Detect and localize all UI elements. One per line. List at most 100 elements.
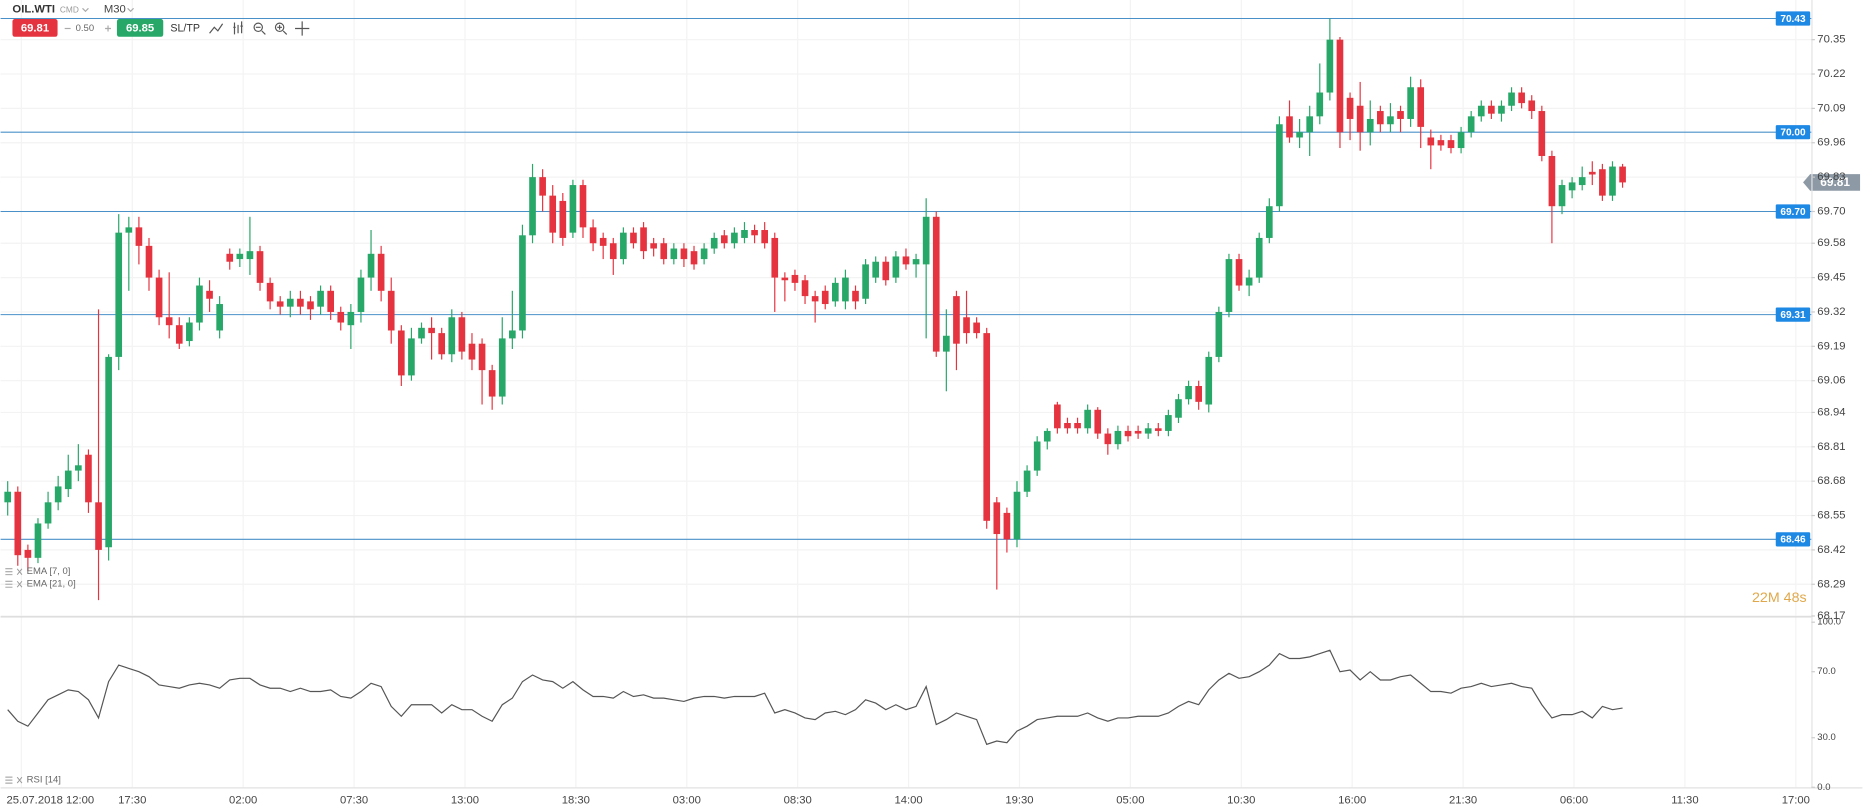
timeframe[interactable]: M30 [104,3,126,15]
candle-body [357,277,365,312]
candle-body [761,230,768,244]
candle-body [1205,356,1213,405]
candle-body [155,277,163,318]
price-level-label: 68.46 [1780,535,1806,546]
sltp-button[interactable]: SL/TP [170,22,200,34]
sell-button[interactable] [12,18,58,37]
candle-body [377,253,385,291]
candle-body [1588,171,1596,175]
y-tick-label: 69.96 [1817,137,1845,149]
candle-body [307,301,314,310]
indicator-icons[interactable] [5,580,23,588]
candle-body [771,237,779,278]
dropdown-icon[interactable] [127,7,134,13]
candle-body [448,317,456,355]
candle-body [791,274,799,283]
candle-body [1477,105,1485,117]
candle-body [64,470,72,490]
price-level-tag [1775,204,1811,219]
candle-body [1498,105,1505,114]
candle-body [1467,116,1475,133]
candle-body [801,280,809,297]
candle-body [1124,430,1132,437]
indicator-icons[interactable] [5,568,23,576]
candle-body [1215,311,1223,357]
candle-body [1104,433,1112,445]
buy-button[interactable] [116,18,164,37]
y-tick-label: 69.19 [1817,340,1845,352]
candle-body [14,491,22,556]
candle-body [943,335,950,352]
candle-body [1114,430,1122,445]
candle-body [286,298,294,307]
candle-body [196,285,203,323]
candle-body [539,177,546,196]
x-tick-label: 07:30 [340,794,368,806]
candle-body [680,248,688,260]
y-tick-label: 68.55 [1817,510,1845,522]
candle-body [1609,166,1616,196]
dropdown-icon[interactable] [82,7,89,13]
candle-body [630,232,637,244]
candle-body [922,216,930,265]
candle-body [226,253,234,262]
crosshair-icon[interactable] [295,21,310,36]
candle-body [1225,259,1233,312]
rsi-line [7,649,1623,746]
candle-body [1043,430,1051,442]
zoom-in-icon[interactable] [274,22,285,33]
candle-body [509,330,516,339]
candle-body [1427,137,1435,146]
rsi-panel [7,649,1623,746]
x-tick-label: 17:30 [118,794,146,806]
candle-body [125,227,133,233]
candle-body [367,253,375,278]
plus-icon[interactable] [105,25,112,32]
candle-body [973,322,980,334]
candle-body [1185,385,1192,400]
candle-body [609,243,617,260]
candle-body [720,235,728,244]
y-tick-label: 70.35 [1817,34,1845,46]
x-tick-label: 16:00 [1338,794,1366,806]
candle-body [4,491,12,503]
candle-body [458,317,466,352]
candle-body [256,251,264,283]
candle-body [710,237,718,249]
candle-body [1336,39,1344,133]
y-tick-label: 70.22 [1817,68,1845,80]
axes: 25.07.2018 12:00 17:30 02:00 07:30 13:00 18:3… [7,34,1846,807]
price-level-tag [1775,125,1811,140]
price-level-label: 70.43 [1780,14,1806,25]
x-tick-label: 13:00 [451,794,479,806]
y-tick-label: 68.68 [1817,475,1845,487]
x-tick-label: 18:30 [562,794,590,806]
zoom-out-icon[interactable] [253,22,263,33]
candle-body [1064,423,1071,429]
candle-body [115,232,123,357]
symbol[interactable]: OIL.WTI [12,3,55,15]
candle-body [438,333,446,355]
candle-type-icon[interactable] [233,21,243,35]
candle-body [276,301,284,307]
candle-body [1326,39,1334,93]
indicator-icons[interactable] [5,776,23,784]
candle-body [660,243,668,260]
candle-body [932,216,940,352]
line-tool-icon[interactable] [209,23,224,34]
candle-body [831,282,839,302]
candle-body [1346,97,1354,119]
candle-body [1074,423,1081,429]
candle-body [519,235,526,331]
candle-body [569,185,577,233]
candle-body [549,195,557,233]
candle-body [327,290,334,312]
candle-body [498,338,506,397]
candle-body [1548,155,1556,207]
x-tick-label: 06:00 [1560,794,1588,806]
candle-body [1054,404,1061,429]
y-tick-label: 68.17 [1817,610,1845,622]
x-tick-label: 19:30 [1005,794,1033,806]
y-tick-label: 68.81 [1817,441,1845,453]
candle-body [589,227,597,244]
